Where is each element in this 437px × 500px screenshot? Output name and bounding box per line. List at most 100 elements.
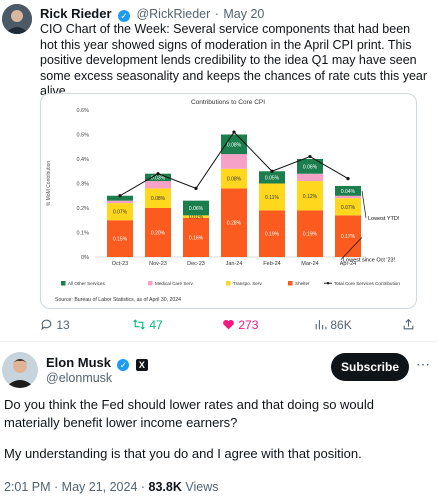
views-count: 83.8K <box>148 480 182 494</box>
x-tick-label: Jan-24 <box>226 261 243 267</box>
legend-label: Medical Care Serv. <box>155 281 194 286</box>
legend-label: Total Core Services Contribution <box>334 281 400 286</box>
annotation-lowest-ytd: Lowest YTD! <box>368 216 400 222</box>
data-label: 0.07% <box>113 210 128 216</box>
author-handle[interactable]: @elonmusk <box>46 371 113 385</box>
x-tick-label: Apr-24 <box>340 261 357 267</box>
data-label: 0.08% <box>151 196 166 202</box>
tweet2-paragraph-1: Do you think the Fed should lower rates … <box>4 397 375 430</box>
bar-segment <box>335 195 361 199</box>
avatar-elon-musk[interactable] <box>2 352 38 388</box>
data-label: 0.06% <box>303 164 318 170</box>
tweet2-header: Elon Musk ✓ X <box>46 354 148 372</box>
data-label: 0.08% <box>227 142 242 148</box>
bar-segment <box>335 185 361 196</box>
reply-button[interactable]: 13 <box>40 318 70 332</box>
total-point <box>194 186 198 190</box>
bar-segment <box>259 210 285 257</box>
bar-segment <box>183 217 209 257</box>
data-label: 0.05% <box>265 175 280 181</box>
author-handle[interactable]: @RickRieder <box>136 7 211 21</box>
x-tick-label: Feb-24 <box>263 261 280 267</box>
tweet1-header: Rick Rieder ✓ @RickRieder · May 20 <box>40 5 265 22</box>
data-label: 0.20% <box>151 231 166 237</box>
legend-label: All Other Services <box>68 281 105 286</box>
portrait-icon <box>2 4 32 34</box>
like-button[interactable]: 273 <box>222 318 258 332</box>
views-button[interactable]: 86K <box>314 318 352 332</box>
views-label: Views <box>185 480 219 494</box>
legend-swatch <box>226 281 231 286</box>
bar-segment <box>107 203 133 221</box>
verified-badge-icon: ✓ <box>117 359 130 371</box>
tweet2-text: Do you think the Fed should lower rates … <box>4 396 429 463</box>
bar-segment <box>297 181 323 211</box>
bar-segment <box>221 168 247 189</box>
subscribe-button[interactable]: Subscribe <box>331 353 409 381</box>
legend-label: Transpo. Serv. <box>233 281 263 286</box>
views-count: 86K <box>330 318 352 332</box>
bar-segment <box>183 200 209 216</box>
total-point <box>118 194 122 198</box>
data-label: 0.19% <box>303 232 318 238</box>
tweet-timestamp[interactable]: 2:01 PM · May 21, 2024 · <box>4 480 146 494</box>
chart-image[interactable]: Contributions to Core CPI % MoM Contribut… <box>40 93 417 309</box>
views-chart-icon <box>315 320 327 330</box>
y-tick-label: 0.1% <box>76 231 89 237</box>
total-point <box>156 172 160 176</box>
bar-segment <box>145 181 171 189</box>
bar-segment <box>145 188 171 208</box>
data-label: 0.08% <box>227 177 242 183</box>
annotation-arrow <box>340 237 363 260</box>
data-label: 0.28% <box>227 221 242 227</box>
total-point <box>308 154 312 159</box>
legend-swatch <box>61 281 66 286</box>
total-point <box>270 169 274 173</box>
author-name[interactable]: Rick Rieder <box>40 6 112 21</box>
avatar-rick-rieder[interactable] <box>2 4 32 34</box>
legend-swatch-dot <box>326 282 330 285</box>
bar-segment <box>183 215 209 218</box>
data-label: 0.11% <box>265 195 279 201</box>
bar-segment <box>297 159 323 174</box>
retweet-button[interactable]: 47 <box>132 318 163 332</box>
tweet2-meta: 2:01 PM · May 21, 2024 · 83.8K Views <box>4 480 219 494</box>
total-point <box>346 177 350 181</box>
data-label: 0.03% <box>151 175 166 181</box>
bar-segment <box>107 195 133 201</box>
verified-badge-icon: ✓ <box>118 10 130 22</box>
bar-segment <box>145 173 171 182</box>
retweet-count: 47 <box>149 318 163 332</box>
data-label: 0.16% <box>189 235 204 241</box>
more-options-icon[interactable]: ⋯ <box>416 356 430 372</box>
bar-segment <box>107 220 133 257</box>
bar-segment <box>221 188 247 257</box>
data-label: 0.06% <box>189 206 204 212</box>
x-tick-label: Oct-23 <box>112 261 129 267</box>
heart-icon <box>223 319 234 330</box>
data-label: 0.15% <box>113 237 128 243</box>
y-tick-label: 0.4% <box>76 157 89 163</box>
x-tick-label: Mar-24 <box>301 261 318 267</box>
core-cpi-chart: Contributions to Core CPI % MoM Contribut… <box>46 99 400 303</box>
tweet-date[interactable]: May 20 <box>223 7 265 21</box>
retweet-icon <box>133 319 145 330</box>
share-button[interactable] <box>402 318 415 334</box>
tweet1-actions: 13 47 273 86K <box>40 318 430 334</box>
bar-segment <box>335 198 361 216</box>
share-icon <box>403 318 414 330</box>
bar-segment <box>297 173 323 182</box>
x-logo-icon: X <box>135 359 148 371</box>
y-tick-label: 0.2% <box>76 206 89 212</box>
author-name[interactable]: Elon Musk <box>46 355 112 370</box>
tweet2-paragraph-2: My understanding is that you do and I ag… <box>4 446 362 461</box>
legend-swatch <box>288 281 293 286</box>
data-label: 0.19% <box>265 232 280 238</box>
bar-segment <box>259 171 285 184</box>
bar-segment <box>335 215 361 257</box>
x-tick-label: Dec-23 <box>187 261 205 267</box>
y-tick-label: 0.3% <box>76 182 89 188</box>
data-label: 0.12% <box>303 194 318 200</box>
bar-segment <box>107 200 133 204</box>
bar-segment <box>297 210 323 257</box>
